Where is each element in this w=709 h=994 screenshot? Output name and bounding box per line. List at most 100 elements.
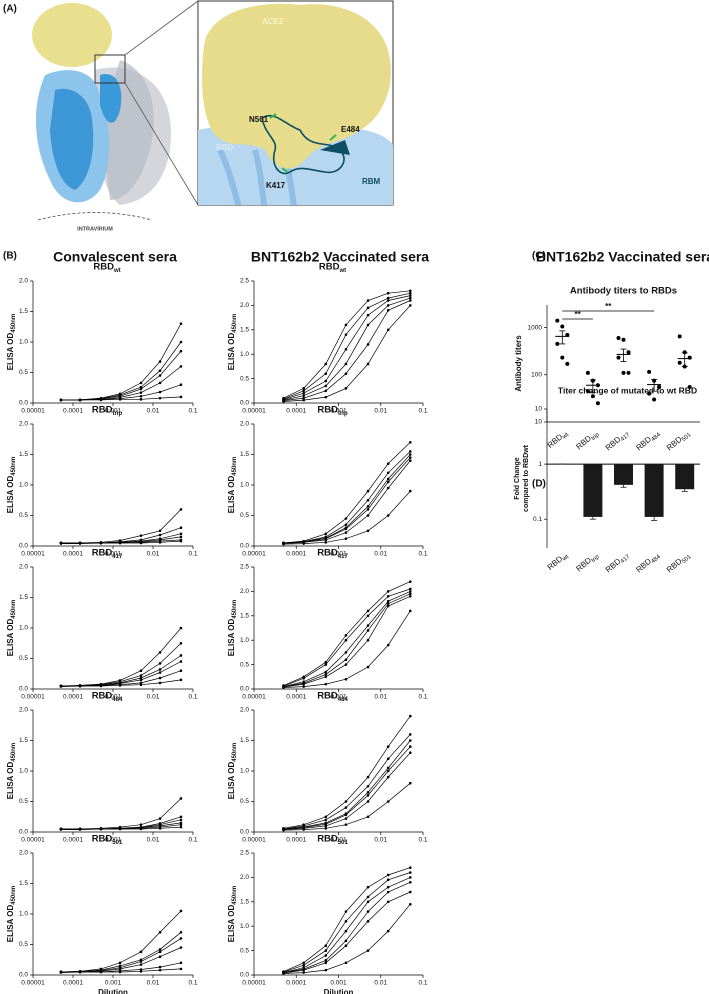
data-point bbox=[408, 459, 412, 462]
data-point bbox=[408, 296, 412, 300]
data-point bbox=[386, 296, 390, 300]
chart-title-sub: wt bbox=[113, 268, 121, 274]
data-point bbox=[324, 822, 328, 826]
x-tick-label: 0.1 bbox=[418, 694, 427, 701]
data-point bbox=[386, 480, 390, 484]
y-axis-label: ELISA OD450nm bbox=[227, 600, 237, 657]
series-line bbox=[283, 305, 411, 402]
x-tick-label: 0.001 bbox=[105, 837, 122, 844]
data-point bbox=[302, 968, 305, 972]
data-point bbox=[302, 963, 305, 967]
y-tick-label: 1.0 bbox=[240, 768, 249, 775]
y-tick-label: 0.0 bbox=[19, 972, 28, 979]
data-point bbox=[366, 949, 370, 952]
x-tick-label-sub: 484 bbox=[650, 553, 662, 564]
series-line bbox=[283, 460, 411, 544]
data-point bbox=[408, 304, 412, 307]
x-tick-label: 0.1 bbox=[418, 837, 427, 844]
data-point bbox=[158, 541, 162, 544]
data-point bbox=[621, 337, 626, 342]
y-tick-label: 1.0 bbox=[19, 911, 28, 918]
series-line bbox=[283, 300, 411, 401]
y-tick-label: 0.0 bbox=[19, 543, 28, 550]
x-axis-label: Dilution bbox=[324, 988, 354, 994]
data-point bbox=[179, 797, 183, 800]
chart-title: RBD417 bbox=[92, 548, 123, 560]
series-line bbox=[283, 457, 411, 544]
data-point bbox=[344, 651, 348, 654]
data-point bbox=[99, 398, 103, 402]
series-line bbox=[283, 867, 411, 972]
x-axis-label: Dilution bbox=[98, 988, 128, 994]
data-point bbox=[386, 471, 390, 475]
data-point bbox=[324, 532, 328, 536]
chart-title-sub: 484 bbox=[338, 697, 349, 703]
data-point bbox=[408, 609, 412, 613]
data-point bbox=[139, 391, 143, 394]
data-point bbox=[324, 968, 328, 972]
x-tick-label: 0.00001 bbox=[242, 980, 266, 987]
data-point bbox=[158, 533, 162, 537]
data-point bbox=[565, 332, 570, 337]
data-point bbox=[324, 815, 328, 819]
y-tick-label: 0.0 bbox=[240, 543, 249, 550]
y-axis-label-sub: 450nm bbox=[11, 600, 17, 619]
data-point bbox=[408, 587, 412, 591]
data-point bbox=[408, 876, 412, 879]
data-point bbox=[344, 823, 348, 826]
data-point bbox=[158, 651, 162, 654]
x-tick-label: RBD417 bbox=[604, 550, 632, 576]
panel-label: (A) bbox=[3, 4, 17, 15]
data-point bbox=[59, 542, 63, 545]
data-point bbox=[158, 529, 162, 533]
data-point bbox=[657, 385, 662, 390]
x-tick-label-sub: 501 bbox=[681, 553, 693, 564]
y-tick-label: 2.0 bbox=[19, 564, 28, 571]
data-point bbox=[366, 900, 370, 904]
data-point bbox=[408, 489, 412, 493]
data-point bbox=[99, 684, 103, 688]
data-point bbox=[555, 341, 560, 346]
x-tick-label: 0.01 bbox=[147, 980, 160, 987]
data-point bbox=[139, 541, 143, 545]
y-axis-label: ELISA OD450nm bbox=[6, 886, 16, 943]
data-point bbox=[179, 526, 183, 529]
data-point bbox=[158, 374, 162, 377]
data-point bbox=[366, 362, 370, 366]
x-tick-label: 0.001 bbox=[330, 837, 347, 844]
rbd-ribbon bbox=[50, 88, 94, 190]
data-point bbox=[139, 950, 143, 954]
data-point bbox=[324, 949, 328, 952]
x-tick-label-sub: trip bbox=[590, 431, 601, 441]
data-point bbox=[179, 825, 183, 829]
y-tick-label: 2.0 bbox=[240, 874, 249, 881]
data-point bbox=[408, 902, 412, 906]
series-line bbox=[283, 588, 411, 687]
x-tick-label: 0.01 bbox=[374, 551, 387, 558]
data-point bbox=[386, 594, 390, 598]
data-point bbox=[344, 517, 348, 520]
x-tick-label: 0.01 bbox=[374, 837, 387, 844]
data-point bbox=[118, 961, 122, 965]
y-tick-label: 2.0 bbox=[240, 302, 249, 309]
y-tick-label: 1.0 bbox=[240, 637, 249, 644]
data-point bbox=[139, 960, 143, 963]
x-tick-label: 0.00001 bbox=[21, 980, 45, 987]
series-line bbox=[283, 610, 411, 688]
data-point bbox=[408, 456, 412, 459]
data-point bbox=[386, 602, 390, 605]
column-heading: BNT162b2 Vaccinated sera bbox=[251, 249, 429, 265]
x-tick-label: 0.001 bbox=[105, 408, 122, 415]
data-point bbox=[179, 641, 183, 645]
data-point bbox=[408, 294, 412, 297]
series-line bbox=[283, 877, 411, 973]
chart-title: Antibody titers to RBDs bbox=[570, 286, 677, 297]
y-axis-label-sub: 450nm bbox=[11, 457, 17, 476]
data-point bbox=[408, 580, 412, 583]
chart-title-sub: 417 bbox=[338, 554, 349, 560]
significance-label: ** bbox=[574, 310, 581, 319]
data-point bbox=[179, 322, 183, 326]
data-point bbox=[344, 677, 348, 681]
data-point bbox=[344, 813, 348, 817]
data-point bbox=[139, 970, 143, 973]
